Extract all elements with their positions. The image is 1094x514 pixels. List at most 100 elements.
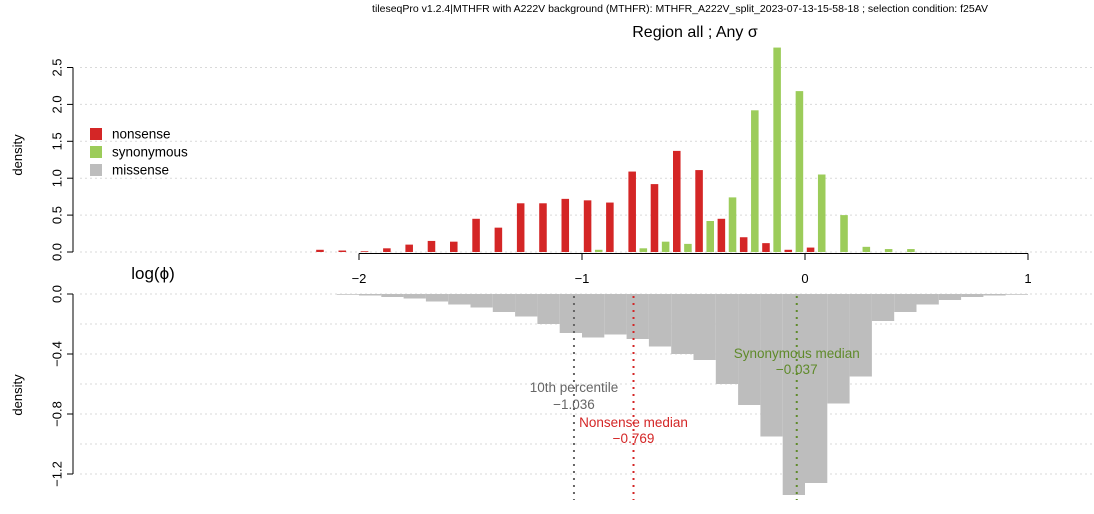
missense-bar	[894, 294, 917, 312]
synonymous-bar	[639, 248, 648, 252]
nonsense-bar	[316, 249, 324, 252]
missense-bar	[492, 294, 516, 312]
synonymous-bar	[840, 215, 848, 252]
missense-bar	[849, 294, 872, 377]
missense-bar	[648, 294, 672, 347]
synonymous-bar	[706, 221, 714, 252]
bottom-density-panel: 0.0 −0.4 −0.8 −1.2 density 10th percentile −1.…	[10, 285, 1094, 500]
nonsense-bar	[650, 184, 659, 252]
synonymous-bar	[817, 174, 826, 252]
annotation-label-2: Synonymous median	[734, 346, 860, 361]
figure-supertitle: tileseqPro v1.2.4|MTHFR with A222V backg…	[372, 3, 988, 15]
nonsense-bar	[360, 251, 369, 252]
x-tick-label: 1	[1024, 271, 1031, 286]
missense-bar	[782, 294, 805, 495]
nonsense-bar	[539, 203, 547, 252]
annotation-label-1: Nonsense median	[579, 415, 688, 430]
y-tick-label: 2.0	[50, 95, 65, 113]
nonsense-bar	[762, 243, 770, 252]
annotation-value-2: −0.037	[776, 362, 818, 377]
nonsense-bar	[383, 248, 391, 252]
nonsense-bar	[450, 241, 458, 252]
missense-bar	[916, 294, 939, 305]
x-tick-label: 0	[801, 271, 808, 286]
missense-bar	[626, 294, 649, 339]
nonsense-bar	[427, 240, 436, 252]
nonsense-bar	[405, 244, 413, 252]
annotation-value-1: −0.769	[613, 431, 655, 446]
nonsense-bar	[338, 250, 347, 252]
missense-bar	[359, 294, 382, 296]
y-tick-label: 0.0	[50, 285, 65, 303]
legend-swatch-nonsense	[90, 128, 102, 140]
missense-bar	[336, 294, 359, 295]
legend-label-nonsense: nonsense	[112, 127, 171, 142]
nonsense-bar	[806, 247, 815, 252]
missense-bar	[871, 294, 895, 321]
synonymous-bar	[884, 249, 893, 252]
y-axis-label: density	[10, 374, 25, 416]
missense-bar	[604, 294, 627, 335]
synonymous-bar	[795, 91, 804, 252]
nonsense-bar	[606, 202, 614, 252]
top-panel-title: Region all ; Any σ	[632, 24, 758, 41]
missense-bar	[448, 294, 471, 305]
y-tick-label: −0.4	[50, 341, 65, 367]
legend-swatch-missense	[90, 164, 102, 176]
y-tick-label: −0.8	[50, 401, 65, 427]
missense-bar	[403, 294, 426, 299]
synonymous-bar	[594, 249, 603, 252]
annotation-label-0: 10th percentile	[530, 380, 619, 395]
missense-bar	[559, 294, 582, 333]
legend-swatch-synonymous	[90, 146, 102, 158]
synonymous-bar	[728, 197, 737, 252]
y-tick-label: 0.0	[50, 243, 65, 261]
missense-bar	[582, 294, 605, 338]
nonsense-bar	[695, 170, 703, 252]
y-tick-label: 1.0	[50, 169, 65, 187]
synonymous-bar	[661, 241, 670, 252]
synonymous-bar	[907, 249, 915, 252]
annotation-value-0: −1.036	[553, 397, 595, 412]
legend: nonsense synonymous missense	[90, 127, 188, 178]
x-axis-label: log(ϕ)	[131, 264, 175, 283]
nonsense-bar	[784, 249, 793, 252]
missense-bar	[760, 294, 783, 437]
legend-label-synonymous: synonymous	[112, 145, 188, 160]
nonsense-bar	[739, 237, 748, 252]
missense-bar	[983, 294, 1006, 296]
y-tick-label: 1.5	[50, 132, 65, 150]
nonsense-bar	[516, 203, 525, 252]
missense-bar	[961, 294, 984, 297]
nonsense-bar	[628, 171, 636, 252]
missense-bar	[470, 294, 493, 308]
missense-bar	[827, 294, 850, 404]
missense-bar	[805, 294, 828, 483]
nonsense-bar	[673, 150, 681, 252]
synonymous-bar	[684, 243, 692, 252]
x-tick-label: −1	[575, 271, 590, 286]
x-tick-label: −2	[352, 271, 367, 286]
missense-bar	[515, 294, 538, 317]
missense-bar	[425, 294, 449, 302]
synonymous-bar	[773, 47, 781, 252]
legend-label-missense: missense	[112, 163, 169, 178]
y-axis-label: density	[10, 134, 25, 176]
missense-bar	[537, 294, 560, 324]
missense-bar	[381, 294, 404, 297]
missense-bar	[693, 294, 716, 360]
nonsense-bar	[494, 227, 503, 252]
y-tick-label: 0.5	[50, 206, 65, 224]
synonymous-bar	[862, 246, 871, 252]
missense-bar	[738, 294, 761, 405]
missense-bar	[1005, 294, 1028, 295]
missense-bar	[671, 294, 694, 354]
nonsense-bar	[561, 198, 570, 252]
nonsense-bar	[472, 218, 480, 252]
missense-bar	[715, 294, 739, 384]
missense-bar	[938, 294, 962, 300]
y-tick-label: 2.5	[50, 58, 65, 76]
y-tick-label: −1.2	[50, 461, 65, 487]
nonsense-bar	[583, 200, 592, 252]
